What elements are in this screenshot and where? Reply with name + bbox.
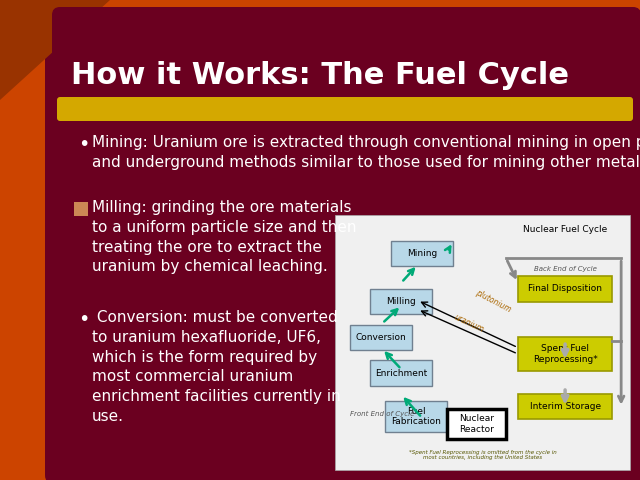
Text: Conversion: Conversion xyxy=(355,333,406,342)
Bar xyxy=(518,276,612,302)
Text: Final Disposition: Final Disposition xyxy=(528,285,602,293)
Bar xyxy=(371,289,433,314)
Bar xyxy=(371,360,433,386)
FancyBboxPatch shape xyxy=(57,97,633,121)
FancyBboxPatch shape xyxy=(52,7,640,480)
Text: Milling: Milling xyxy=(387,297,416,306)
FancyBboxPatch shape xyxy=(45,10,640,480)
Text: *Spent Fuel Reprocessing is omitted from the cycle in
most countries, including : *Spent Fuel Reprocessing is omitted from… xyxy=(408,450,556,460)
Text: How it Works: The Fuel Cycle: How it Works: The Fuel Cycle xyxy=(71,60,569,89)
Text: Back End of Cycle: Back End of Cycle xyxy=(534,266,596,272)
Bar xyxy=(518,394,612,419)
Bar xyxy=(349,324,412,350)
Bar xyxy=(385,401,447,432)
Text: Nuclear Fuel Cycle: Nuclear Fuel Cycle xyxy=(523,225,607,234)
Text: •: • xyxy=(78,310,90,329)
Text: Mining: Uranium ore is extracted through conventional mining in open pit
and und: Mining: Uranium ore is extracted through… xyxy=(92,135,640,170)
Bar xyxy=(447,409,506,439)
Bar xyxy=(74,202,88,216)
Text: Interim Storage: Interim Storage xyxy=(529,402,601,411)
Bar xyxy=(335,215,630,470)
Text: Fuel
Fabrication: Fuel Fabrication xyxy=(391,407,441,426)
Text: Spent Fuel
Reprocessing*: Spent Fuel Reprocessing* xyxy=(532,344,598,364)
Polygon shape xyxy=(0,0,110,100)
Text: Enrichment: Enrichment xyxy=(375,369,428,378)
Text: plutonium: plutonium xyxy=(474,288,512,314)
Text: uranium: uranium xyxy=(453,312,486,334)
Text: Mining: Mining xyxy=(407,249,437,258)
Text: •: • xyxy=(78,135,90,154)
Text: Front End of Cycle: Front End of Cycle xyxy=(349,411,414,418)
Text: Nuclear
Reactor: Nuclear Reactor xyxy=(459,414,494,434)
Bar xyxy=(391,240,453,266)
Bar xyxy=(518,337,612,371)
Text: Milling: grinding the ore materials
to a uniform particle size and then
treating: Milling: grinding the ore materials to a… xyxy=(92,200,356,275)
Text: Conversion: must be converted
to uranium hexafluoride, UF6,
which is the form re: Conversion: must be converted to uranium… xyxy=(92,310,340,424)
